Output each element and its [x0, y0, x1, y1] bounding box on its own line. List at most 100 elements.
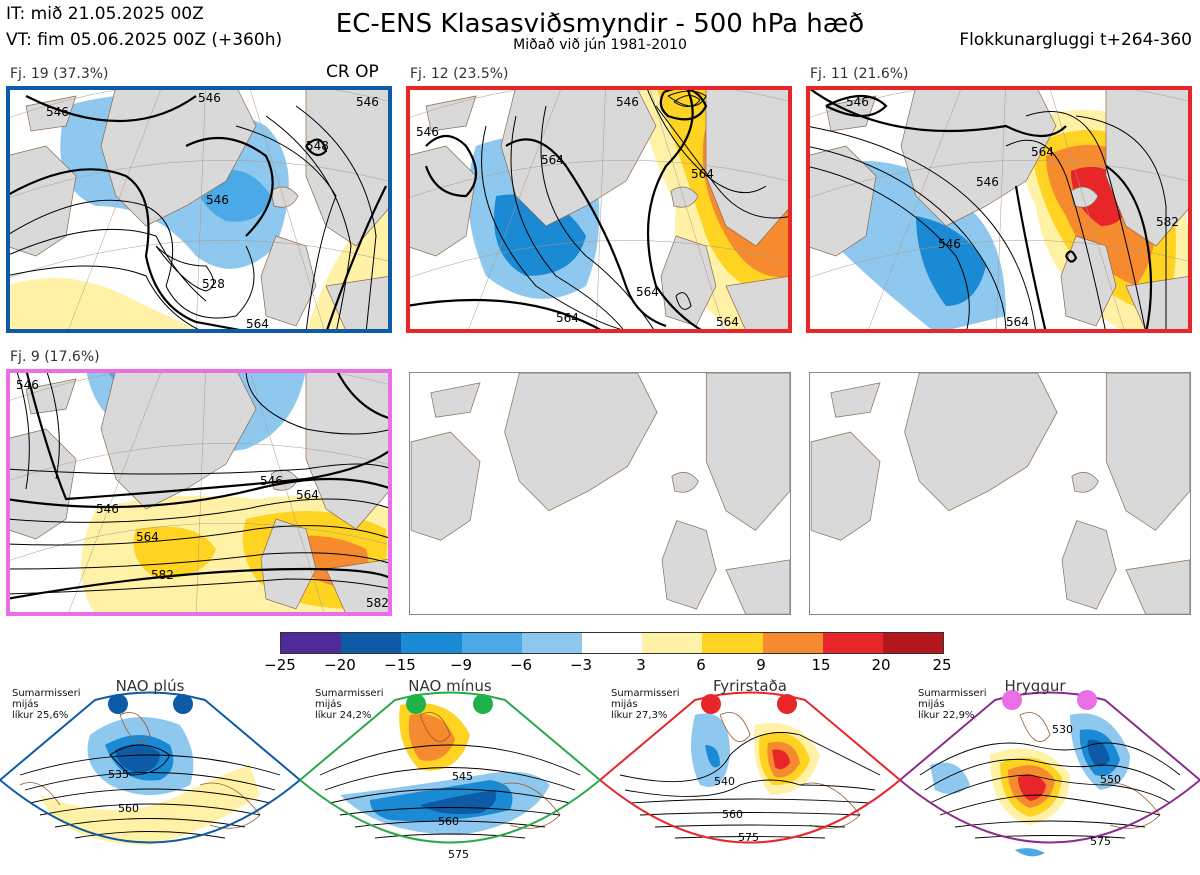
cluster-map-2: 546 564 564 564 564 546 564: [406, 86, 792, 333]
regime-info: Sumarmisseri mijás líkur 25,6%: [12, 688, 81, 721]
contour-label: 575: [448, 848, 469, 861]
classification-window: Flokkunargluggi t+264-360: [959, 30, 1192, 50]
contour-label: 564: [556, 311, 579, 325]
cluster-frame: [806, 86, 1192, 333]
empty-map-6: [809, 372, 1191, 615]
colorbar-tick: 9: [756, 656, 766, 674]
cluster-map-4: 546 546 564 564 582 546 582: [6, 369, 392, 616]
regime-title: NAO mínus: [408, 677, 492, 695]
cluster-label-1: Fj. 19 (37.3%): [10, 66, 109, 82]
cluster-frame: [6, 369, 392, 616]
contour-label: 546: [356, 95, 379, 109]
colorbar-tick: −9: [449, 656, 473, 674]
contour-label: 564: [636, 285, 659, 299]
page-subtitle: Miðað við jún 1981-2010: [513, 37, 687, 53]
contour-label: 528: [202, 277, 225, 291]
colorbar-swatch: [521, 633, 582, 653]
colorbar-tick: 25: [932, 656, 952, 674]
colorbar-tick: −15: [384, 656, 416, 674]
regime-title: NAO plús: [115, 677, 185, 695]
contour-label: 564: [136, 530, 159, 544]
colorbar-swatch: [401, 633, 462, 653]
contour-label: 564: [1006, 315, 1029, 329]
contour-label: 582: [366, 596, 389, 610]
contour-label: 560: [722, 808, 743, 821]
colorbar-swatch: [281, 633, 342, 653]
contour-label: 546: [416, 125, 439, 139]
cluster-map-1: 546 546 548 546 528 564 546: [6, 86, 392, 333]
cluster-map-3: 564 546 564 582 546 546: [806, 86, 1192, 333]
contour-label: 560: [438, 815, 459, 828]
page-title: EC-ENS Klasasviðsmyndir - 500 hPa hæð: [335, 9, 865, 39]
contour-label: 546: [206, 193, 229, 207]
regime-dot: [173, 694, 193, 714]
regime-title: Fyrirstaða: [713, 677, 787, 695]
regime-map-nao-plus: 535 560: [0, 675, 302, 871]
regime-dot: [108, 694, 128, 714]
contour-label: 564: [296, 488, 319, 502]
colorbar-tick: 3: [636, 656, 646, 674]
contour-label: 545: [452, 770, 473, 783]
contour-label: 564: [246, 317, 269, 331]
colorbar-swatch: [822, 633, 883, 653]
colorbar-tick: −25: [264, 656, 296, 674]
colorbar-swatch: [702, 633, 763, 653]
regime-dot: [701, 694, 721, 714]
contour-label: 582: [1156, 215, 1179, 229]
colorbar-swatch: [762, 633, 823, 653]
regime-map-nao-minus: 545 560 575: [298, 675, 602, 871]
cluster-tag: CR OP: [326, 62, 379, 82]
colorbar-swatch: [882, 633, 944, 653]
contour-label: 564: [691, 167, 714, 181]
cluster-frame: [6, 86, 392, 333]
regime-title: Hryggur: [1004, 677, 1066, 695]
colorbar: [280, 632, 944, 654]
regime-dot: [406, 694, 426, 714]
contour-label: 564: [1031, 145, 1054, 159]
contour-label: 546: [616, 95, 639, 109]
initial-time: IT: mið 21.05.2025 00Z: [6, 4, 204, 24]
contour-label: 546: [976, 175, 999, 189]
regime-dot: [1077, 690, 1097, 710]
contour-label: 550: [1100, 773, 1121, 786]
regime-dot: [777, 694, 797, 714]
contour-label: 540: [714, 775, 735, 788]
colorbar-tick: −3: [569, 656, 593, 674]
colorbar-tick: −20: [324, 656, 356, 674]
contour-label: 546: [16, 378, 39, 392]
colorbar-swatch: [581, 633, 643, 653]
contour-label: 582: [151, 568, 174, 582]
contour-label: 564: [716, 315, 739, 329]
cluster-label-3: Fj. 11 (21.6%): [810, 66, 909, 82]
contour-label: 564: [541, 153, 564, 167]
cluster-label-4: Fj. 9 (17.6%): [10, 349, 100, 365]
regime-dot: [1002, 690, 1022, 710]
contour-label: 575: [1090, 835, 1111, 848]
regime-map-blocking: 540 560 575: [598, 675, 902, 871]
colorbar-tick: 15: [811, 656, 831, 674]
regime-dot: [473, 694, 493, 714]
colorbar-swatch: [341, 633, 402, 653]
valid-time: VT: fim 05.06.2025 00Z (+360h): [6, 30, 283, 50]
contour-label: 546: [46, 105, 69, 119]
contour-label: 535: [108, 768, 129, 781]
regime-info: Sumarmisseri mijás líkur 22,9%: [918, 688, 987, 721]
cluster-label-2: Fj. 12 (23.5%): [410, 66, 509, 82]
contour-label: 546: [938, 237, 961, 251]
contour-label: 546: [198, 91, 221, 105]
contour-label: 546: [260, 474, 283, 488]
colorbar-tick: 20: [871, 656, 891, 674]
colorbar-swatch: [461, 633, 522, 653]
contour-label: 548: [306, 139, 329, 153]
contour-label: 575: [738, 831, 759, 844]
contour-label: 546: [96, 502, 119, 516]
regime-info: Sumarmisseri mijás líkur 27,3%: [611, 688, 680, 721]
colorbar-tick: −6: [509, 656, 533, 674]
colorbar-tick: 6: [696, 656, 706, 674]
colorbar-swatch: [642, 633, 703, 653]
regime-info: Sumarmisseri mijás líkur 24,2%: [315, 688, 384, 721]
empty-map-5: [409, 372, 791, 615]
contour-label: 530: [1052, 723, 1073, 736]
contour-label: 546: [846, 95, 869, 109]
contour-label: 560: [118, 802, 139, 815]
